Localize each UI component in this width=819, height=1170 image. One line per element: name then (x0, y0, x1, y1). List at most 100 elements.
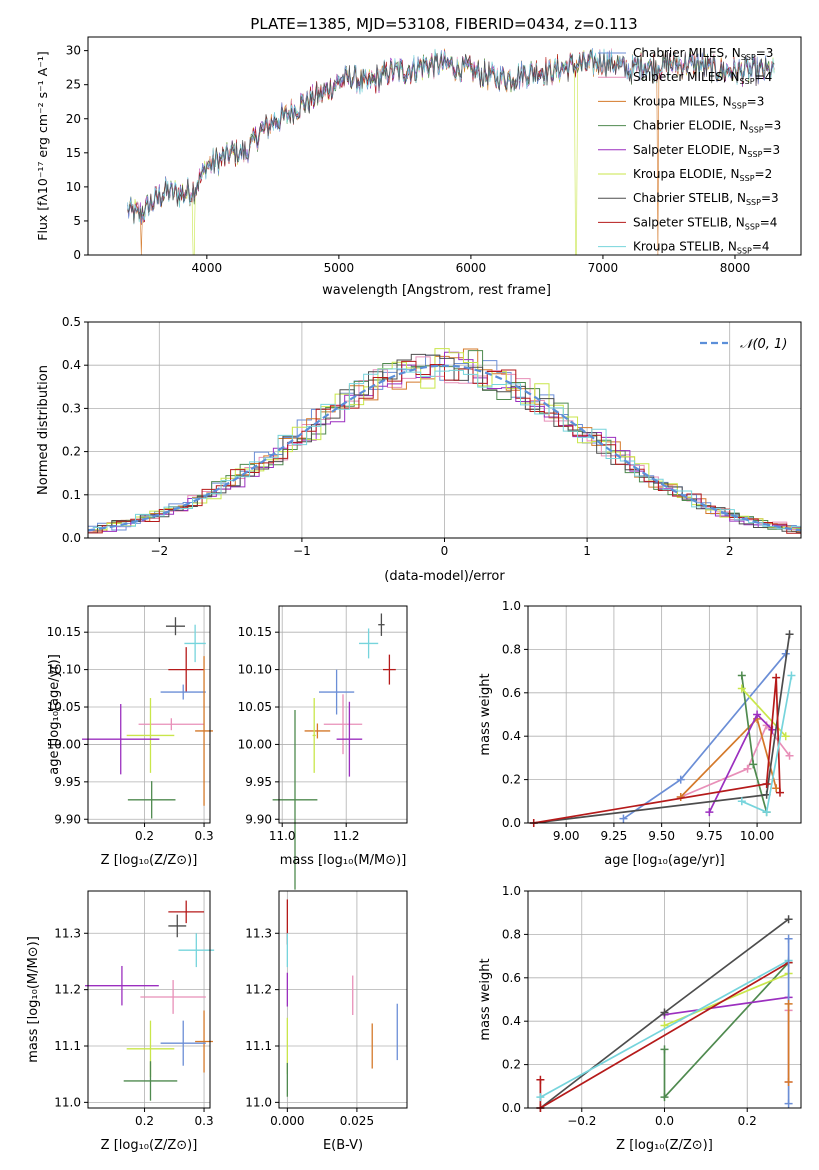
z-weight-marker-krou_miles (784, 999, 793, 1008)
spectrum-ytick-label: 15 (66, 146, 81, 160)
age-weight-marker-salp_miles (743, 764, 752, 773)
z-mass-xtick-label: 0.3 (195, 1114, 214, 1128)
spectrum-xlabel: wavelength [Angstrom, rest frame] (322, 283, 551, 298)
age-weight-marker-krou_stelib (787, 671, 796, 680)
chart-title: PLATE=1385, MJD=53108, FIBERID=0434, z=0… (250, 15, 637, 33)
mass-age-xlabel: mass [log₁₀(M/M⊙)] (280, 853, 407, 868)
age-weight-marker-chab_elodie (749, 760, 758, 769)
z-age-xlabel: Z [log₁₀(Z/Z⊙)] (101, 853, 198, 868)
age-weight-marker-chab_miles (619, 814, 628, 823)
spectrum-ytick-label: 30 (66, 44, 81, 58)
histogram-series-salp_stelib (88, 360, 801, 534)
age-weight-ytick-label: 0.0 (502, 816, 521, 830)
histogram-series-krou_stelib (92, 368, 801, 530)
z-age-xtick-label: 0.3 (195, 829, 214, 843)
mass-age-ytick-label: 9.95 (245, 775, 272, 789)
z-age-frame (87, 605, 211, 824)
age-weight-marker-krou_elodie (781, 732, 790, 741)
mass-age-xtick-label: 11.2 (333, 829, 360, 843)
age-weight-frame (527, 605, 802, 824)
z-weight-marker-chab_elodie (660, 1093, 669, 1102)
age-weight-line-salp_stelib (533, 677, 781, 824)
age-weight-marker-krou_miles (676, 792, 685, 801)
ebv-mass-xtick-label: 0.000 (270, 1114, 304, 1128)
mass-age-xtick-label: 11.0 (269, 829, 296, 843)
spectrum-series-chab_stelib (127, 49, 775, 224)
spectrum-xtick-label: 7000 (588, 261, 619, 275)
histogram-xtick-label: −1 (293, 544, 311, 558)
age-weight-marker-salp_elodie (705, 808, 714, 817)
z-weight-line-krou_stelib (539, 959, 790, 1098)
z-weight-marker-chab_stelib (660, 1008, 669, 1017)
ebv-mass-points (286, 899, 398, 1097)
age-weight-marker-salp_stelib (776, 788, 784, 797)
age-weight-marker-salp_elodie (753, 710, 762, 719)
age-weight-marker-salp_miles (762, 721, 771, 730)
z-mass-frame (87, 890, 211, 1109)
legend-label: Salpeter ELODIE, NSSP=3 (633, 143, 780, 159)
z-weight-marker-salp_stelib (536, 1075, 545, 1084)
z-weight-xlabel: Z [log₁₀(Z/Z⊙)] (616, 1138, 713, 1153)
histogram-ytick-label: 0.4 (62, 358, 81, 372)
histogram-ytick-label: 0.3 (62, 401, 81, 415)
age-weight-ytick-label: 0.4 (502, 729, 521, 743)
z-weight-marker-krou_stelib (536, 1093, 545, 1102)
age-weight-ylabel: mass weight (478, 673, 493, 755)
age-weight-marker-salp_stelib (762, 779, 771, 788)
z-age-ytick-label: 10.00 (47, 737, 81, 751)
histogram-xtick-label: 2 (726, 544, 734, 558)
z-weight-xtick-label: −0.2 (567, 1114, 596, 1128)
age-weight-marker-krou_stelib (737, 797, 746, 806)
age-weight-marker-salp_miles (785, 751, 794, 760)
age-weight-ytick-label: 1.0 (502, 599, 521, 613)
spectrum-ytick-label: 0 (73, 248, 81, 262)
legend-label: Salpeter MILES, NSSP=4 (633, 70, 772, 86)
z-weight-ytick-label: 1.0 (502, 884, 521, 898)
spectrum-ytick-label: 25 (66, 78, 81, 92)
histogram-ytick-label: 0.5 (62, 315, 81, 329)
z-mass-xtick-label: 0.2 (135, 1114, 154, 1128)
mass-age-ytick-label: 10.15 (238, 625, 272, 639)
age-weight-marker-chab_stelib (785, 630, 794, 639)
mass-age-points (272, 613, 396, 890)
z-age-points (82, 617, 213, 819)
legend-label: Kroupa STELIB, NSSP=4 (633, 240, 770, 256)
spectrum-ytick-label: 5 (73, 214, 81, 228)
z-weight-marker-krou_miles (784, 1077, 793, 1086)
age-weight-xtick-label: 9.75 (696, 829, 723, 843)
age-weight-xlabel: age [log₁₀(age/yr)] (604, 853, 725, 868)
spectrum-xtick-label: 4000 (192, 261, 223, 275)
histogram-xtick-label: 0 (441, 544, 449, 558)
z-mass-ytick-label: 11.2 (54, 983, 81, 997)
z-weight-xtick-label: 0.2 (738, 1114, 757, 1128)
ebv-mass-ytick-label: 11.1 (245, 1039, 272, 1053)
mass-age-frame (278, 605, 408, 824)
age-weight-marker-krou_stelib (762, 808, 771, 817)
z-weight-ytick-label: 0.8 (502, 927, 521, 941)
z-age-ytick-label: 10.15 (47, 625, 81, 639)
z-weight-marker-chab_elodie (660, 1045, 669, 1054)
age-weight-xtick-label: 9.50 (648, 829, 675, 843)
spectrum-ytick-label: 10 (66, 180, 81, 194)
age-weight-marker-chab_miles (676, 775, 685, 784)
z-age-ytick-label: 10.10 (47, 663, 81, 677)
legend-label: Chabrier STELIB, NSSP=3 (633, 191, 779, 207)
z-mass-points (85, 900, 215, 1101)
histogram-series-krou_elodie (92, 348, 801, 531)
age-weight-ytick-label: 0.8 (502, 642, 521, 656)
normal-legend-label: 𝒩(0, 1) (740, 337, 787, 352)
histogram-xtick-label: 1 (583, 544, 591, 558)
normal-curve (87, 364, 802, 532)
spectrum-ylabel: Flux [fλ10⁻¹⁷ erg cm⁻² s⁻¹ A⁻¹] (35, 51, 50, 240)
mass-age-ytick-label: 10.00 (238, 737, 272, 751)
z-weight-ytick-label: 0.2 (502, 1058, 521, 1072)
z-weight-xtick-label: 0.0 (655, 1114, 674, 1128)
histogram-ytick-label: 0.2 (62, 445, 81, 459)
ebv-mass-ytick-label: 11.0 (245, 1095, 272, 1109)
legend-label: Chabrier MILES, NSSP=3 (633, 46, 773, 62)
histogram-ytick-label: 0.1 (62, 488, 81, 502)
histogram-series-chab_stelib (88, 353, 801, 534)
z-weight-marker-chab_miles (784, 1099, 793, 1108)
z-weight-ylabel: mass weight (478, 958, 493, 1040)
